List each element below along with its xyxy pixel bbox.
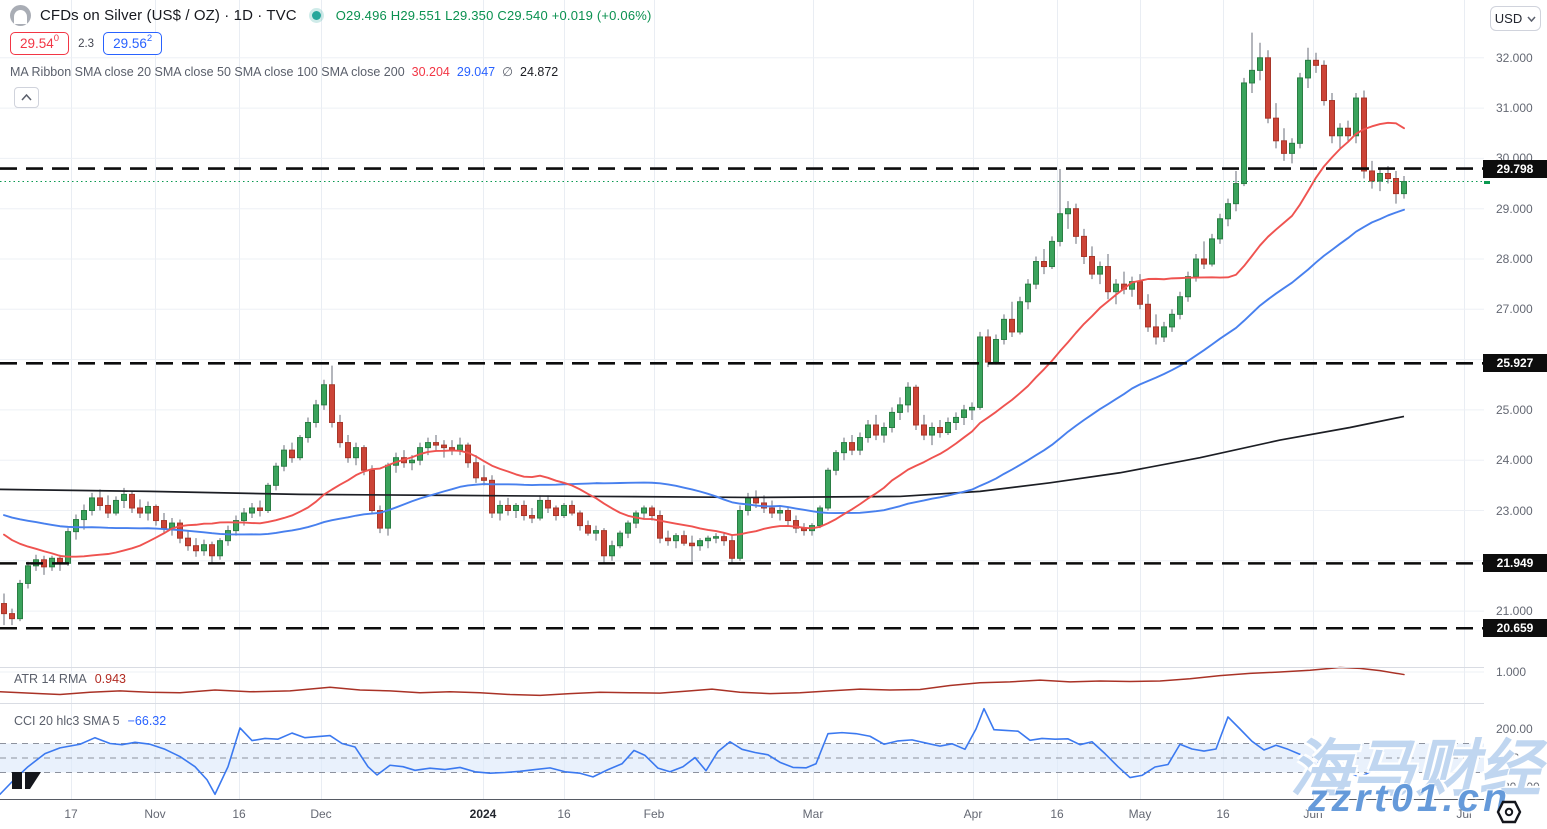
chart-canvas[interactable]	[0, 0, 1484, 800]
atr-scale-tick: 1.000	[1496, 665, 1527, 679]
symbol-title[interactable]: CFDs on Silver (US$ / OZ) · 1D · TVC	[40, 7, 297, 24]
atr-label: ATR 14 RMA	[14, 672, 87, 686]
time-tick[interactable]: Jul	[1456, 807, 1472, 821]
symbol-header: CFDs on Silver (US$ / OZ) · 1D · TVC O29…	[10, 5, 652, 26]
time-tick[interactable]: 16	[1216, 807, 1230, 821]
price-tick: 21.000	[1496, 604, 1533, 619]
time-axis[interactable]: 17 Nov 16 Dec 2024 16 Feb Mar Apr 16 May 16 Jun Jul	[0, 800, 1547, 829]
sell-price: 29.54	[20, 36, 54, 51]
buy-button[interactable]: 29.56 2	[103, 32, 163, 55]
time-tick[interactable]: 16	[1050, 807, 1064, 821]
time-tick[interactable]: 16	[557, 807, 571, 821]
symbol-logo-icon[interactable]	[10, 5, 31, 26]
price-tick: 25.000	[1496, 402, 1533, 417]
ma50-value: 29.047	[456, 64, 496, 79]
ma-avg-value: 24.872	[520, 64, 559, 79]
price-axis[interactable]: USD 32.000 31.000 30.000 29.000 28.000 27.000…	[1483, 0, 1547, 800]
time-tick[interactable]: 16	[232, 807, 246, 821]
price-tick: 29.000	[1496, 201, 1533, 216]
cci-label: CCI 20 hlc3 SMA 5	[14, 714, 120, 728]
pane-separator-atr[interactable]	[0, 667, 1547, 668]
ma-ribbon-legend[interactable]: MA Ribbon SMA close 20 SMA close 50 SMA …	[10, 64, 559, 80]
atr-value: 0.943	[94, 672, 126, 686]
time-tick[interactable]: May	[1128, 807, 1152, 821]
price-tick: 23.000	[1496, 503, 1533, 518]
currency-label: USD	[1494, 11, 1523, 26]
time-tick[interactable]: Jun	[1303, 807, 1323, 821]
tradingview-logo-icon	[12, 772, 22, 789]
atr-legend[interactable]: ATR 14 RMA 0.943	[14, 672, 126, 686]
price-level-badge: 21.949	[1483, 554, 1547, 573]
cci-value: −66.32	[127, 714, 167, 728]
price-tick: 27.000	[1496, 302, 1533, 317]
buy-price: 29.56	[113, 36, 147, 51]
collapse-legend-button[interactable]	[14, 87, 39, 108]
sell-button[interactable]: 29.54 0	[10, 32, 70, 55]
sell-price-sup: 0	[53, 33, 60, 44]
time-tick[interactable]: Nov	[144, 807, 166, 821]
pane-separator-cci[interactable]	[0, 703, 1547, 704]
cci-legend[interactable]: CCI 20 hlc3 SMA 5 −66.32	[14, 714, 166, 728]
price-tick: 24.000	[1496, 453, 1533, 468]
chevron-down-icon	[1527, 16, 1536, 22]
price-level-badge: 25.927	[1483, 354, 1547, 373]
time-tick[interactable]: 2024	[469, 807, 497, 821]
chevron-up-icon	[21, 94, 32, 101]
price-tick: 31.000	[1496, 101, 1533, 116]
time-tick[interactable]: Mar	[802, 807, 824, 821]
ma-ribbon-label: MA Ribbon SMA close 20 SMA close 50 SMA …	[10, 64, 405, 79]
last-price-marker	[1484, 180, 1490, 184]
hex-nut-icon[interactable]	[1496, 800, 1522, 824]
ma-avg-icon: ∅	[502, 65, 514, 79]
cci-scale-tick: −200.00	[1496, 780, 1540, 794]
cci-scale-tick: 200.00	[1496, 722, 1533, 736]
time-tick[interactable]: Dec	[310, 807, 332, 821]
price-tick: 28.000	[1496, 252, 1533, 266]
spread-value: 2.3	[78, 37, 95, 50]
time-tick[interactable]: Feb	[643, 807, 665, 821]
time-axis-border	[0, 799, 1547, 800]
market-status-icon[interactable]	[311, 11, 321, 20]
ma20-value: 30.204	[411, 64, 450, 79]
currency-dropdown[interactable]: USD	[1490, 6, 1541, 31]
price-level-badge: 20.659	[1483, 619, 1547, 638]
time-tick[interactable]: 17	[64, 807, 78, 821]
buy-price-sup: 2	[146, 33, 153, 44]
bid-ask-row: 29.54 0 2.3 29.56 2	[10, 32, 163, 55]
ohlc-values: O29.496 H29.551 L29.350 C29.540 +0.019 (…	[335, 8, 652, 23]
price-level-badge: 29.798	[1483, 159, 1547, 178]
time-tick[interactable]: Apr	[963, 807, 983, 821]
cci-scale-tick: 0.00	[1496, 751, 1520, 765]
price-tick: 32.000	[1496, 50, 1533, 65]
